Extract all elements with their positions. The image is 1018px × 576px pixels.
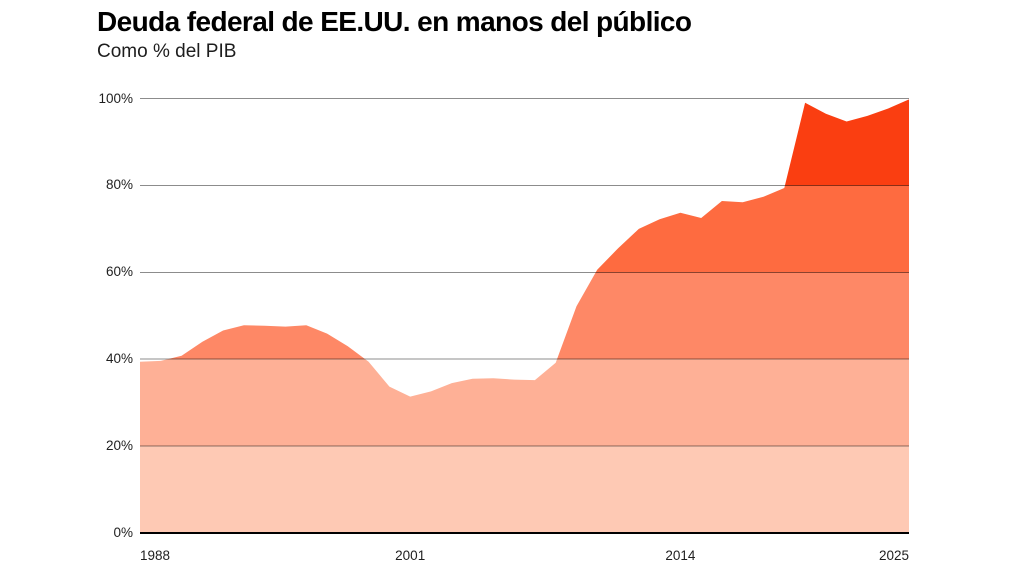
area-series — [140, 99, 909, 533]
chart-title: Deuda federal de EE.UU. en manos del púb… — [97, 6, 692, 37]
chart-subtitle: Como % del PIB — [97, 41, 237, 62]
area-band-0-20 — [140, 446, 909, 533]
area-band-20-40 — [140, 359, 909, 447]
area-band-60-80 — [140, 185, 909, 273]
area-band-80-100 — [140, 99, 909, 186]
area-band-40-60 — [140, 272, 909, 360]
